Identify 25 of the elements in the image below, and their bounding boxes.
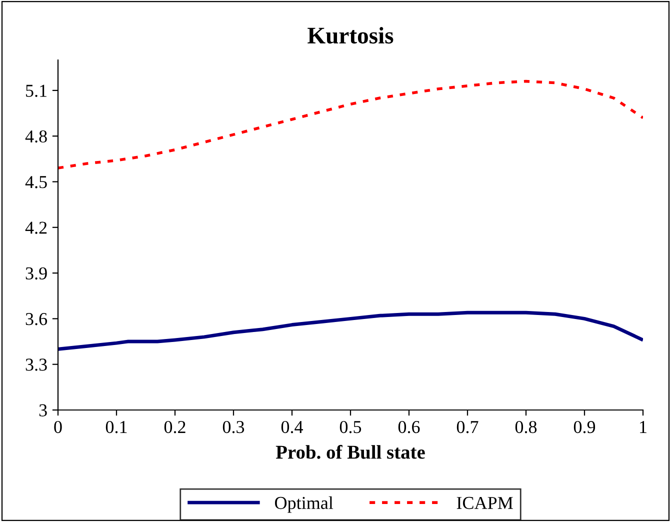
y-tick-label: 3.3 [26, 358, 47, 371]
x-axis-title: Prob. of Bull state [276, 444, 425, 459]
y-tick-label: 3 [39, 404, 47, 416]
y-tick-label: 3.9 [26, 267, 47, 280]
x-tick-label: 0.4 [281, 420, 304, 434]
x-tick-label: 0.8 [515, 420, 537, 434]
x-tick-label: 0.2 [164, 420, 186, 434]
y-tick-label: 4.2 [25, 222, 47, 234]
x-tick-label: 0.9 [574, 420, 596, 434]
y-tick-label: 5.1 [26, 84, 46, 97]
line-series [58, 310, 643, 351]
x-tick-label: 0.7 [456, 420, 478, 434]
y-tick-label: 4.8 [25, 130, 47, 143]
y-tick-label: 4.5 [25, 176, 47, 188]
line-series [58, 80, 643, 170]
y-tick-label: 3.6 [26, 313, 48, 326]
chart-title: Kurtosis [308, 26, 394, 44]
x-tick-label: 0.1 [106, 420, 127, 434]
legend-label: Optimal [275, 496, 334, 513]
legend-label: ICAPM [456, 496, 513, 510]
x-tick-label: 0.5 [340, 420, 362, 434]
x-tick-label: 1 [640, 421, 646, 433]
x-tick-label: 0.3 [222, 420, 244, 434]
x-tick-label: 0.6 [398, 420, 420, 434]
x-tick-label: 0 [54, 420, 62, 434]
